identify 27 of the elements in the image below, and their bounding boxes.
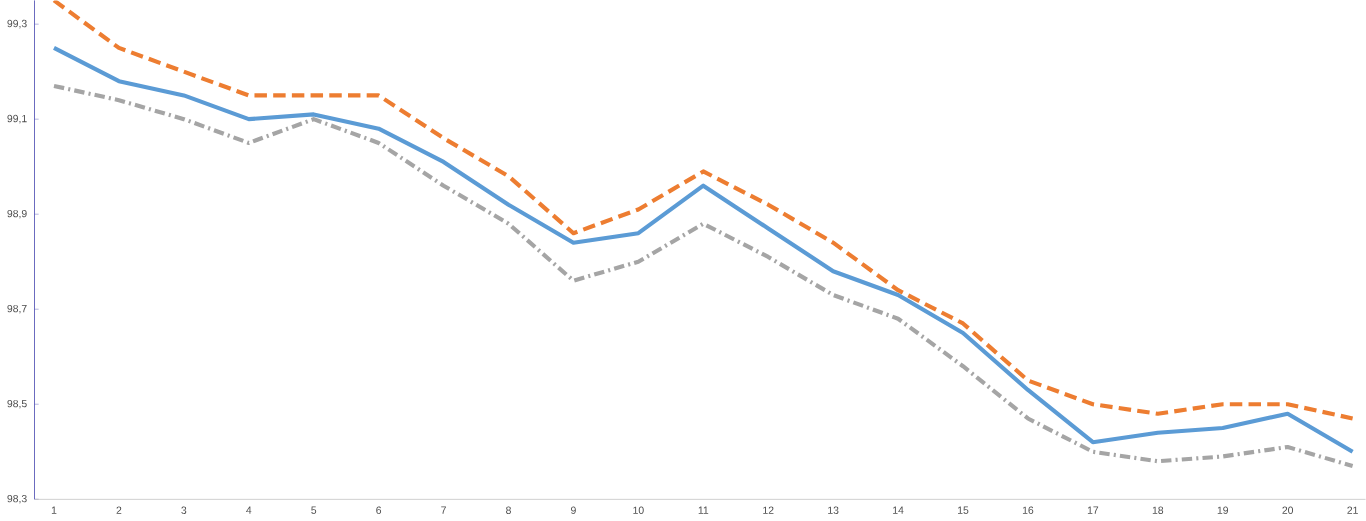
x-tick-label: 12 [763,506,774,514]
y-tick-label: 99,3 [7,19,27,29]
y-tick-label: 99,1 [7,114,27,124]
x-tick-label: 8 [506,506,511,515]
x-tick-label: 9 [571,506,576,515]
x-tick-label: 17 [1087,506,1099,514]
x-tick-label: 7 [441,506,446,514]
y-tick-label: 98,9 [7,209,27,219]
y-tick-label: 98,3 [7,495,27,504]
x-tick-label: 3 [181,506,187,515]
x-tick-label: 20 [1282,506,1294,515]
x-tick-label: 1 [51,506,57,514]
x-tick-label: 14 [893,506,904,514]
x-tick-label: 13 [828,506,839,515]
x-tick-label: 11 [698,506,709,514]
x-tick-label: 21 [1347,506,1358,514]
y-tick-label: 98,7 [7,304,27,314]
x-tick-label: 10 [633,506,644,515]
x-tick-label: 19 [1217,506,1229,515]
x-tick-label: 15 [958,506,969,514]
y-tick-label: 98,5 [7,399,27,409]
x-tick-label: 4 [246,506,252,514]
x-tick-label: 16 [1022,506,1034,515]
x-tick-label: 6 [376,506,382,515]
x-tick-label: 2 [116,506,122,514]
x-tick-label: 5 [311,506,317,514]
x-tick-label: 18 [1152,506,1164,515]
